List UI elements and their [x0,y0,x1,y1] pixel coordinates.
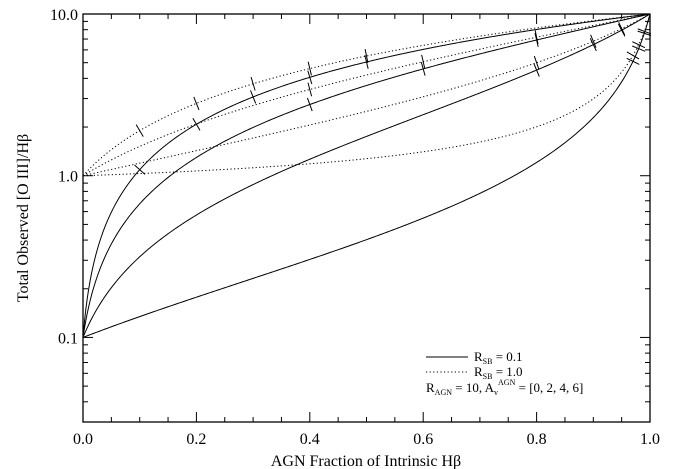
series-line-4 [82,13,651,177]
legend-solid-main: R [474,349,483,364]
series-7-marker-2 [637,28,652,35]
series-6-marker-2 [618,22,626,36]
x-axis-label: AGN Fraction of Intrinsic Hβ [271,453,461,469]
series-line-5 [82,13,651,177]
legend-dotted-rest: = 1.0 [492,364,522,379]
legend-solid-label: RSB = 0.1 [474,349,523,366]
series-4-marker-2 [250,76,256,91]
ticks-layer: 0.0 0.2 0.4 0.6 0.8 1.0 0.1 1.0 10.0 [50,7,660,448]
series-line-1 [82,13,651,338]
series-3-marker-2 [637,30,652,36]
legend-note-mid: = 10, A [452,380,495,395]
series-6-marker-0 [533,55,540,70]
y-tick-label-0: 0.1 [58,330,78,347]
x-tick-label-4: 0.8 [527,431,547,448]
series-4-marker-3 [307,61,312,76]
series-7-marker-0 [626,51,640,60]
y-tick-label-2: 10.0 [50,7,78,24]
legend-note-r-sub: AGN [435,388,453,397]
series-5-marker-0 [307,82,313,97]
x-tick-label-3: 0.6 [413,431,433,448]
series-4-marker-4 [364,49,369,63]
x-tick-label-1: 0.2 [186,431,206,448]
legend-note-av-sup: AGN [498,378,516,387]
legend: RSB = 0.1 RSB = 1.0 RAGN = 10, AvAGN = [… [426,349,583,397]
series-0-marker-4 [364,55,369,69]
series-0-marker-1 [192,117,201,131]
curves-layer [82,13,651,338]
y-axis-label: Total Observed [O III]/Hβ [15,134,32,302]
y-tick-label-1: 1.0 [58,169,78,186]
series-1-marker-2 [534,33,539,47]
series-1-marker-1 [420,62,426,76]
series-2-marker-0 [533,63,540,77]
series-0-marker-0 [134,164,146,175]
series-4-marker-1 [193,96,200,111]
legend-dotted-label: RSB = 1.0 [474,364,523,381]
legend-note: RAGN = 10, AvAGN = [0, 2, 4, 6] [426,378,583,397]
series-5-marker-2 [534,30,539,45]
series-3-marker-1 [631,45,646,52]
series-5-marker-1 [421,54,426,69]
series-line-6 [82,13,651,177]
plot-frame [82,13,651,423]
legend-dotted-sub: SB [483,372,493,381]
legend-dotted-main: R [474,364,483,379]
series-0-marker-2 [250,90,257,104]
series-4-marker-0 [135,124,144,137]
legend-note-av-sub: v [494,388,498,397]
series-7-marker-1 [632,41,646,49]
x-tick-label-5: 1.0 [640,431,660,448]
series-3-marker-0 [626,57,640,65]
series-line-7 [82,13,651,177]
series-0-marker-3 [307,70,313,85]
series-2-marker-1 [589,38,597,52]
markers-layer [134,22,652,175]
legend-solid-rest: = 0.1 [492,349,522,364]
series-line-2 [82,13,651,338]
x-tick-label-2: 0.4 [300,431,320,448]
series-line-3 [82,13,651,338]
legend-note-end: = [0, 2, 4, 6] [515,380,583,395]
series-1-marker-0 [306,97,313,112]
series-6-marker-1 [590,34,597,48]
x-tick-label-0: 0.0 [73,431,93,448]
legend-note-r: R [426,380,435,395]
legend-solid-sub: SB [483,357,493,366]
